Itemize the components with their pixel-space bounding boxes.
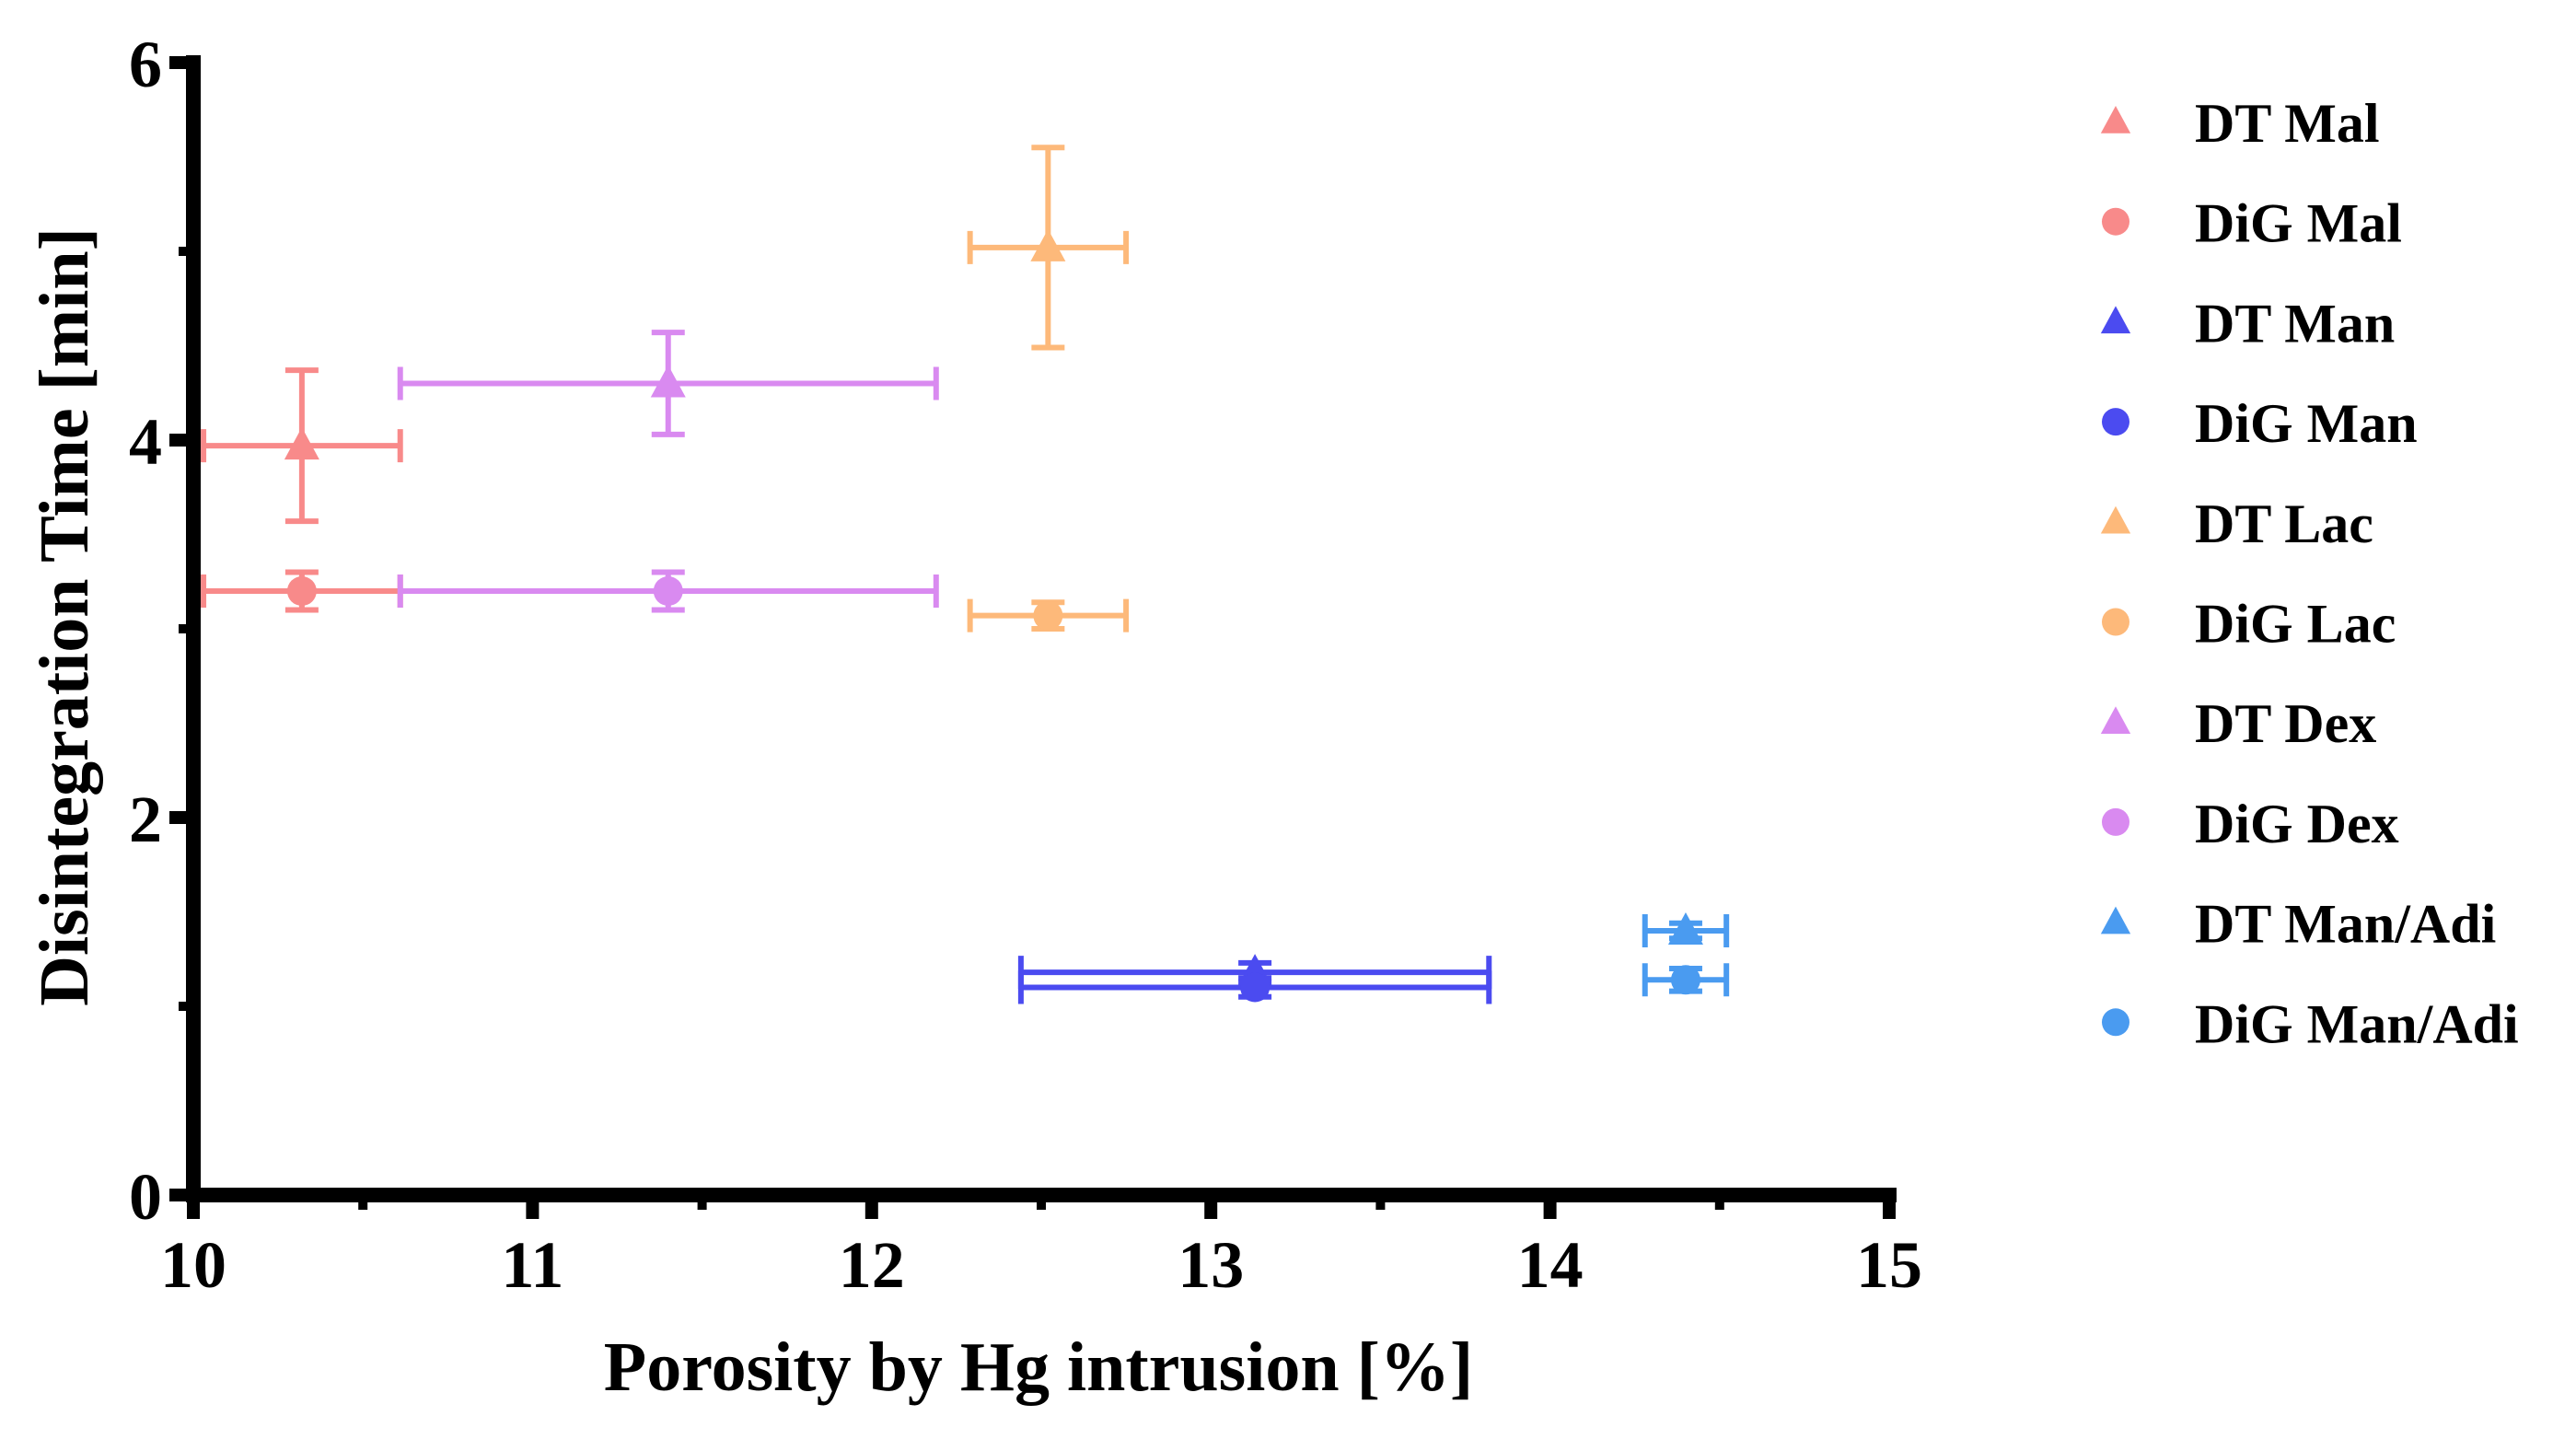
legend-item: DiG Lac xyxy=(2102,594,2396,655)
legend-label: DiG Mal xyxy=(2195,193,2402,254)
legend-triangle-icon xyxy=(2100,306,2131,334)
x-axis-label: Porosity by Hg intrusion [%] xyxy=(604,1329,1473,1406)
error-bars xyxy=(201,145,1730,1004)
legend-circle-icon xyxy=(2102,408,2129,436)
legend-item: DT Dex xyxy=(2100,693,2376,754)
data-point-dt-man-adi xyxy=(1667,912,1703,945)
y-tick-label: 2 xyxy=(129,783,162,856)
data-point-dig-lac xyxy=(1033,600,1063,631)
legend-triangle-icon xyxy=(2100,106,2131,133)
data-point-dig-man xyxy=(1240,972,1271,1003)
legend-label: DT Man/Adi xyxy=(2195,894,2496,955)
legend-label: DiG Man xyxy=(2195,393,2418,454)
legend-item: DT Man xyxy=(2100,293,2395,354)
data-point-dig-man-adi xyxy=(1670,965,1700,995)
legend-label: DT Dex xyxy=(2195,693,2376,754)
x-tick-label: 10 xyxy=(160,1228,226,1302)
legend-triangle-icon xyxy=(2100,706,2131,734)
legend-label: DiG Lac xyxy=(2195,594,2396,655)
data-point-dt-lac xyxy=(1030,228,1066,261)
x-tick-label: 11 xyxy=(501,1228,563,1302)
legend-item: DT Man/Adi xyxy=(2100,894,2496,955)
y-axis-label: Disintegration Time [min] xyxy=(26,227,103,1006)
legend-label: DT Lac xyxy=(2195,493,2373,554)
legend-label: DT Man xyxy=(2195,293,2395,354)
legend: DT Mal DiG Mal DT Man DiG Man DT Lac DiG Lac D… xyxy=(2100,93,2519,1054)
data-markers xyxy=(284,228,1703,1003)
legend-item: DT Lac xyxy=(2100,493,2373,554)
y-tick-label: 6 xyxy=(129,28,162,101)
y-tick-label: 0 xyxy=(129,1160,162,1234)
legend-item: DiG Man xyxy=(2102,393,2418,454)
x-tick-label: 12 xyxy=(839,1228,905,1302)
data-point-dt-mal xyxy=(284,427,319,460)
x-tick-label: 14 xyxy=(1517,1228,1584,1302)
legend-item: DT Mal xyxy=(2100,93,2380,154)
legend-item: DiG Dex xyxy=(2102,794,2399,854)
x-tick-label: 13 xyxy=(1178,1228,1244,1302)
data-point-dt-dex xyxy=(650,365,686,398)
legend-circle-icon xyxy=(2102,207,2129,236)
legend-label: DiG Dex xyxy=(2195,794,2399,854)
legend-circle-icon xyxy=(2102,807,2129,836)
legend-label: DT Mal xyxy=(2195,93,2380,154)
legend-item: DiG Man/Adi xyxy=(2102,993,2519,1054)
data-point-dig-mal xyxy=(286,576,317,606)
legend-circle-icon xyxy=(2102,1008,2129,1037)
x-tick-label: 15 xyxy=(1856,1228,1922,1302)
y-tick-label: 4 xyxy=(129,405,162,479)
legend-label: DiG Man/Adi xyxy=(2195,993,2519,1054)
legend-triangle-icon xyxy=(2100,505,2131,534)
legend-circle-icon xyxy=(2102,608,2129,636)
axis-ticks: 10 11 12 13 14 15 0 2 4 6 xyxy=(129,28,1922,1302)
legend-triangle-icon xyxy=(2100,906,2131,934)
data-point-dig-dex xyxy=(653,576,683,606)
legend-item: DiG Mal xyxy=(2102,193,2402,254)
